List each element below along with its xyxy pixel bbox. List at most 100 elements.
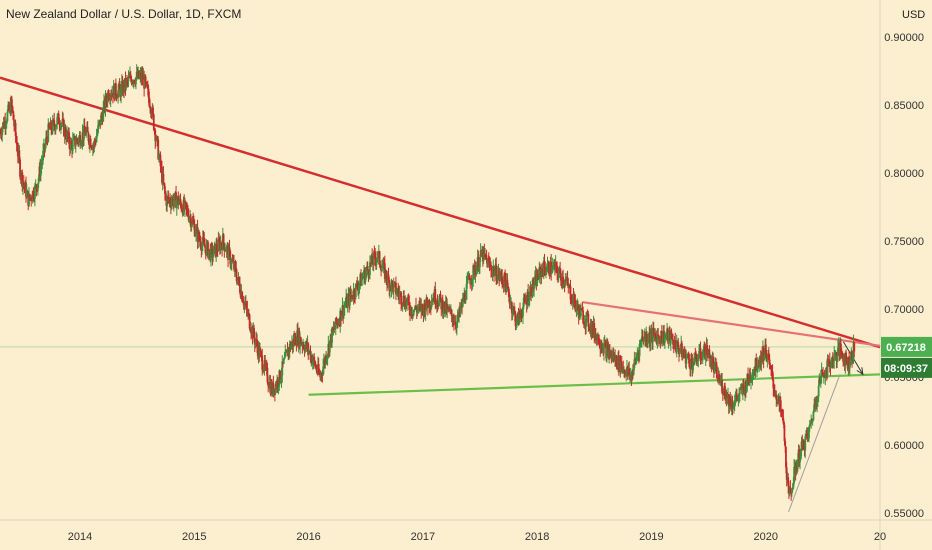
candle-body (239, 283, 241, 293)
candle-body (230, 260, 233, 265)
last-price-badge (881, 336, 932, 357)
candle-body (472, 265, 475, 280)
trendline[interactable] (308, 373, 881, 396)
candle-body (485, 257, 488, 260)
candle-body (231, 260, 234, 262)
candle-body (143, 76, 146, 89)
candle-body (751, 374, 754, 380)
candle-body (187, 215, 190, 221)
candle-body (187, 209, 189, 216)
candle-body (280, 375, 283, 381)
x-tick-label: 2014 (68, 531, 92, 543)
candle-body (693, 352, 696, 365)
candle-body (325, 358, 328, 362)
candle-body (541, 269, 544, 271)
candle-body (180, 203, 183, 210)
candle-body (530, 287, 533, 297)
candle-body (473, 265, 475, 267)
candle-body (193, 224, 196, 236)
candle-body (225, 246, 228, 252)
candle-body (61, 119, 64, 124)
y-tick-label: 0.80000 (884, 168, 924, 180)
y-tick-label: 0.85000 (884, 100, 924, 112)
candle-body (853, 342, 856, 352)
candle-body (188, 218, 191, 221)
candle-body (837, 347, 839, 357)
candle-body (721, 380, 723, 393)
candle-body (793, 467, 796, 484)
candle-body (851, 351, 853, 360)
candle-body (763, 355, 766, 361)
candle-body (12, 111, 15, 121)
candle-body (771, 371, 774, 380)
candle-body (476, 266, 478, 275)
candle-body (376, 257, 379, 259)
y-axis[interactable]: 0.900000.850000.800000.750000.700000.650… (884, 32, 924, 520)
candle-body (207, 242, 209, 258)
candle-body (322, 366, 325, 375)
candle-body (343, 307, 345, 316)
candle-body (552, 264, 555, 266)
trendline[interactable] (582, 301, 881, 347)
candle-body (508, 296, 511, 304)
x-axis[interactable]: 2014 2015 2016 2017 2018 2019 2020 20 (68, 531, 886, 543)
candle-body (83, 125, 86, 132)
candle-body (657, 335, 660, 337)
candle-body (173, 193, 176, 201)
candle-body (449, 308, 452, 311)
candle-body (346, 298, 349, 308)
x-tick-label: 2019 (639, 531, 663, 543)
candle-body (380, 267, 383, 272)
candle-body (478, 267, 481, 271)
candles (0, 64, 856, 501)
candle-body (129, 74, 132, 79)
candle-body (76, 138, 79, 141)
candle-body (841, 352, 844, 359)
candle-body (5, 121, 8, 125)
candle-body (808, 424, 811, 428)
candle-body (253, 327, 255, 338)
candle-body (144, 76, 147, 83)
candle-body (686, 356, 689, 358)
candle-body (830, 362, 833, 368)
candle-body (559, 268, 562, 274)
candle-body (762, 348, 765, 361)
candle-body (692, 362, 694, 371)
candle-body (704, 344, 706, 359)
candle-body (454, 321, 457, 326)
candle-body (264, 360, 267, 367)
trendline[interactable] (788, 374, 841, 513)
candle-body (424, 303, 426, 315)
candle-body (133, 80, 136, 83)
candle-body (152, 107, 154, 115)
candle-body (711, 359, 714, 368)
trendline[interactable] (0, 76, 881, 349)
candle-body (295, 344, 298, 346)
candle-body (514, 313, 517, 327)
candle-body (799, 458, 801, 463)
candle-body (568, 285, 571, 287)
candle-body (515, 324, 518, 327)
candle-body (356, 283, 359, 288)
candle-body (25, 182, 27, 198)
candle-body (70, 141, 73, 144)
candle-body (313, 356, 316, 361)
candle-body (21, 172, 24, 187)
candle-body (162, 173, 165, 183)
candle-body (282, 359, 285, 364)
candle-body (544, 268, 547, 275)
candle-body (836, 356, 839, 361)
candle-body (276, 379, 279, 388)
candle-body (35, 184, 38, 190)
candle-body (45, 137, 47, 144)
candle-body (110, 95, 113, 97)
candle-body (160, 166, 163, 168)
currency-label[interactable]: USD (902, 9, 926, 21)
candle-body (844, 352, 847, 366)
candle-body (675, 340, 678, 352)
candle-body (203, 240, 206, 246)
candle-body (10, 99, 13, 107)
candle-body (120, 85, 122, 97)
